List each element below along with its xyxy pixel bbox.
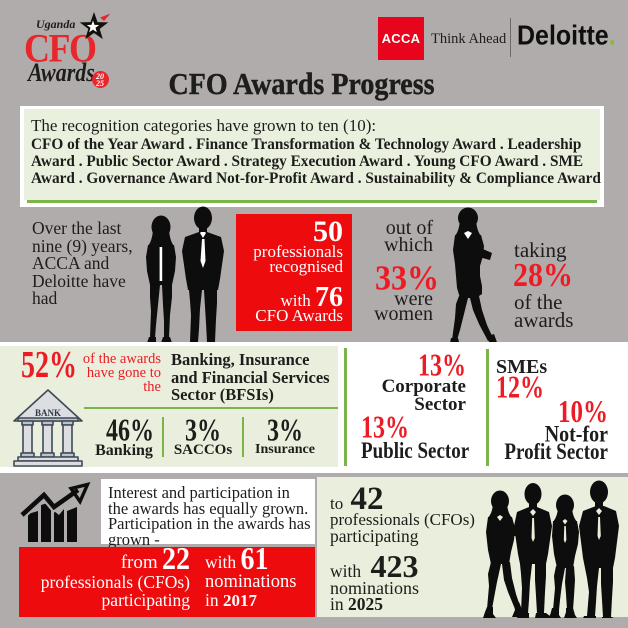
svg-text:BANK: BANK	[35, 408, 61, 418]
